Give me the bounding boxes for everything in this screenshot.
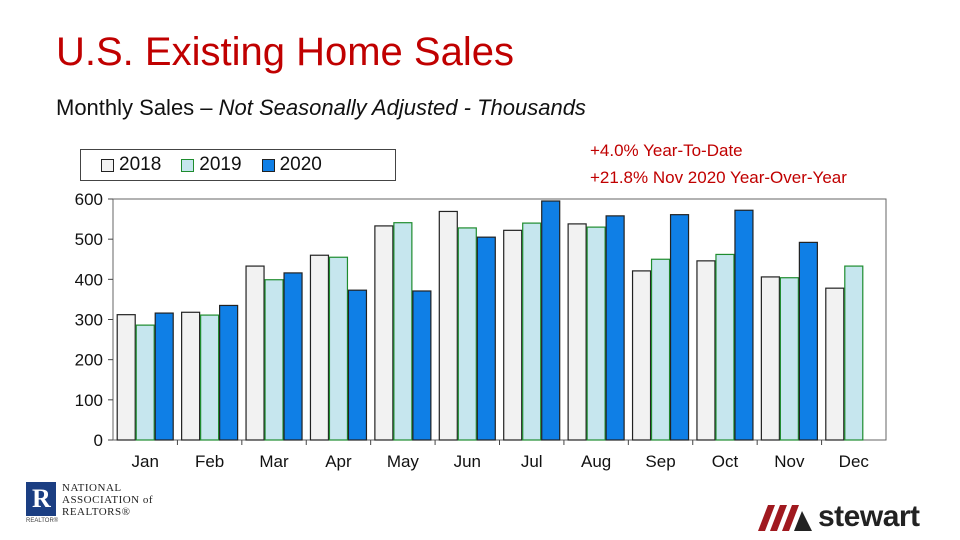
bar-2019-oct: [715, 253, 735, 441]
y-tick-label: 600: [75, 190, 103, 209]
nar-line-3: REALTORS®: [62, 506, 131, 518]
realtor-r-icon: R: [26, 482, 56, 516]
bar-2019-may: [393, 222, 413, 441]
subtitle-plain: Monthly Sales –: [56, 95, 219, 120]
stewart-wordmark: stewart: [818, 500, 920, 533]
chart-legend: 2018 2019 2020: [80, 149, 396, 181]
bar-2018-nov: [760, 276, 780, 441]
y-tick-label: 400: [75, 270, 103, 289]
bar-2019-jan: [135, 324, 155, 441]
bar-2019-aug: [586, 226, 606, 441]
x-tick-label: Jan: [131, 452, 158, 471]
x-tick-label: Feb: [195, 452, 224, 471]
x-tick-label: Dec: [839, 452, 870, 471]
bar-2020-jul: [541, 200, 561, 441]
bar-2020-oct: [734, 209, 754, 441]
nar-sub-text: REALTOR®: [26, 518, 59, 524]
page-subtitle: Monthly Sales – Not Seasonally Adjusted …: [56, 95, 586, 121]
bar-2020-nov: [798, 241, 818, 441]
bar-2020-may: [412, 290, 432, 441]
x-tick-label: Mar: [259, 452, 289, 471]
x-tick-label: May: [387, 452, 420, 471]
bar-2019-sep: [650, 258, 671, 441]
legend-item-2018: 2018: [101, 154, 161, 176]
stewart-logo: stewart: [756, 500, 920, 534]
x-tick-label: Nov: [774, 452, 805, 471]
x-tick-label: Oct: [712, 452, 739, 471]
x-tick-label: Jul: [521, 452, 543, 471]
bar-2018-oct: [696, 260, 716, 441]
y-tick-label: 200: [75, 351, 103, 370]
nar-logo: R NATIONAL ASSOCIATION of REALTORS®: [26, 482, 153, 518]
legend-swatch-2018: [101, 158, 114, 172]
subtitle-italic: Not Seasonally Adjusted - Thousands: [218, 95, 586, 120]
x-tick-label: Jun: [454, 452, 481, 471]
y-tick-label: 300: [75, 311, 103, 330]
bar-2020-apr: [347, 289, 368, 441]
nar-mark-letter: R: [32, 484, 51, 513]
legend-swatch-2019: [181, 158, 195, 172]
nar-line-1: NATIONAL: [62, 482, 122, 494]
bar-2018-jun: [438, 210, 458, 441]
y-tick-label: 100: [75, 391, 103, 410]
bar-2018-jul: [503, 229, 523, 441]
nar-line-2: ASSOCIATION of: [62, 494, 154, 506]
legend-label-2019: 2019: [199, 154, 242, 175]
legend-item-2020: 2020: [261, 154, 322, 176]
legend-label-2020: 2020: [279, 154, 322, 175]
yoy-note: +21.8% Nov 2020 Year-Over-Year: [590, 168, 847, 187]
bar-2019-feb: [200, 314, 220, 441]
bar-2018-feb: [181, 311, 201, 441]
stewart-stripes-icon: [758, 505, 812, 531]
bar-2018-apr: [309, 254, 330, 441]
bar-2018-may: [374, 225, 394, 441]
bar-2019-dec: [844, 265, 864, 441]
bar-2020-feb: [219, 304, 239, 441]
bar-2018-mar: [245, 265, 265, 441]
bar-2020-sep: [669, 214, 690, 441]
bar-2018-aug: [567, 223, 587, 441]
bar-2018-dec: [825, 287, 845, 441]
bar-2019-jun: [457, 227, 477, 441]
nar-logo-text: NATIONAL ASSOCIATION of REALTORS®: [62, 482, 153, 518]
y-tick-label: 0: [94, 431, 103, 450]
bar-2019-mar: [264, 279, 284, 441]
legend-item-2019: 2019: [181, 154, 242, 176]
plot-area: [112, 198, 887, 441]
legend-swatch-2020: [261, 158, 275, 172]
y-tick-label: 500: [75, 230, 103, 249]
bar-2018-sep: [631, 270, 652, 441]
bar-2019-jul: [522, 222, 542, 441]
bar-2020-jun: [476, 236, 496, 441]
ytd-note: +4.0% Year-To-Date: [590, 141, 743, 160]
bar-2019-nov: [779, 277, 799, 441]
bar-2019-apr: [328, 256, 349, 441]
x-tick-label: Sep: [645, 452, 675, 471]
x-tick-label: Aug: [581, 452, 611, 471]
legend-label-2018: 2018: [119, 154, 162, 175]
bar-2018-jan: [116, 314, 136, 441]
bar-2020-jan: [154, 312, 174, 441]
bar-2020-aug: [605, 215, 625, 441]
page-title: U.S. Existing Home Sales: [56, 30, 514, 74]
x-tick-label: Apr: [325, 452, 352, 471]
bar-2020-mar: [283, 272, 303, 441]
